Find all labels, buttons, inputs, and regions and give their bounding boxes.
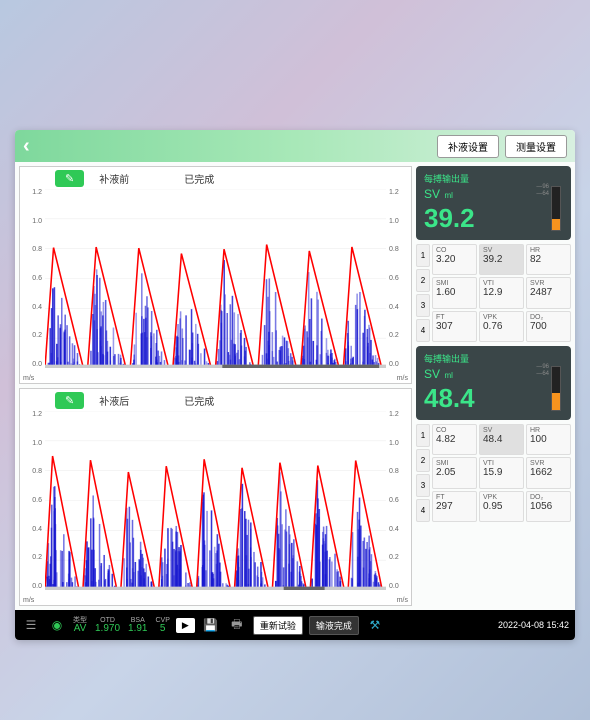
metrics-1: 1234 CO4.82SV48.4HR100 SMI2.05VTI15.9SVR1… bbox=[416, 424, 571, 522]
save-icon[interactable]: 💾 bbox=[201, 615, 221, 635]
fluid-settings-button[interactable]: 补液设置 bbox=[437, 135, 499, 158]
sv-unit: ml bbox=[444, 191, 452, 200]
timestamp: 2022-04-08 15:42 bbox=[498, 620, 569, 630]
metric-DO₂[interactable]: DO₂700 bbox=[526, 311, 571, 342]
chart-panel-1: ✎ 补液后 已完成 1.21.00.80.60.40.20.0 1.21.00.… bbox=[19, 388, 412, 606]
sv-value: 48.4 bbox=[424, 383, 563, 414]
metric-SMI[interactable]: SMI2.05 bbox=[432, 457, 477, 488]
metric-page-1[interactable]: 1 bbox=[416, 244, 430, 267]
metrics-column: 每搏输出量 SV ml 39.2 —96—64 1234 CO3.20SV39.… bbox=[416, 166, 571, 606]
content: ✎ 补液前 已完成 1.21.00.80.60.40.20.0 1.21.00.… bbox=[15, 162, 575, 610]
metric-VTI[interactable]: VTI12.9 bbox=[479, 277, 524, 308]
play-button[interactable]: ▶ bbox=[176, 618, 195, 633]
metric-SV[interactable]: SV39.2 bbox=[479, 244, 524, 275]
metric-CO[interactable]: CO4.82 bbox=[432, 424, 477, 455]
y-axis-left: 1.21.00.80.60.40.20.0 bbox=[22, 411, 42, 590]
metric-page-3[interactable]: 3 bbox=[416, 474, 430, 497]
metric-page-4[interactable]: 4 bbox=[416, 499, 430, 522]
signal-icon[interactable]: ◉ bbox=[47, 615, 67, 635]
charts-column: ✎ 补液前 已完成 1.21.00.80.60.40.20.0 1.21.00.… bbox=[19, 166, 412, 606]
sv-marks: —96—64 bbox=[536, 364, 549, 378]
retry-button[interactable]: 重新试验 bbox=[253, 616, 303, 635]
metric-SV[interactable]: SV48.4 bbox=[479, 424, 524, 455]
metrics-0: 1234 CO3.20SV39.2HR82 SMI1.60VTI12.9SVR24… bbox=[416, 244, 571, 342]
footer: ☰ ◉ 类型AV OTD1.970 BSA1.91 CVP5 ▶ 💾 🖶 重新试验 输… bbox=[15, 610, 575, 640]
metric-CO[interactable]: CO3.20 bbox=[432, 244, 477, 275]
menu-icon[interactable]: ☰ bbox=[21, 615, 41, 635]
mic-button[interactable]: ✎ bbox=[55, 170, 84, 187]
chart-phase-label: 补液前 bbox=[99, 171, 129, 186]
sv-unit: ml bbox=[444, 371, 452, 380]
chart-status-label: 已完成 bbox=[184, 393, 214, 408]
metric-VPK[interactable]: VPK0.76 bbox=[479, 311, 524, 342]
sv-value: 39.2 bbox=[424, 203, 563, 234]
sv-label: SV bbox=[424, 187, 440, 201]
footer-field-BSA[interactable]: BSA1.91 bbox=[128, 617, 147, 634]
metric-DO₂[interactable]: DO₂1056 bbox=[526, 491, 571, 522]
metric-page-2[interactable]: 2 bbox=[416, 449, 430, 472]
sv-label: SV bbox=[424, 367, 440, 381]
unit-left: m/s bbox=[23, 375, 34, 382]
sv-card-0: 每搏输出量 SV ml 39.2 —96—64 bbox=[416, 166, 571, 240]
print-icon[interactable]: 🖶 bbox=[227, 615, 247, 635]
metric-page-4[interactable]: 4 bbox=[416, 319, 430, 342]
metric-VPK[interactable]: VPK0.95 bbox=[479, 491, 524, 522]
metric-HR[interactable]: HR82 bbox=[526, 244, 571, 275]
header: ‹ 补液设置 测量设置 bbox=[15, 130, 575, 162]
footer-field-CVP[interactable]: CVP5 bbox=[156, 617, 170, 634]
chart-phase-label: 补液后 bbox=[99, 393, 129, 408]
complete-button[interactable]: 输液完成 bbox=[309, 616, 359, 635]
metric-FT[interactable]: FT297 bbox=[432, 491, 477, 522]
chart-status-label: 已完成 bbox=[184, 171, 214, 186]
sv-card-1: 每搏输出量 SV ml 48.4 —96—64 bbox=[416, 346, 571, 420]
sv-marks: —96—64 bbox=[536, 184, 549, 198]
y-axis-right: 1.21.00.80.60.40.20.0 bbox=[389, 189, 409, 368]
footer-field-类型[interactable]: 类型AV bbox=[73, 617, 87, 634]
back-button[interactable]: ‹ bbox=[23, 135, 30, 158]
footer-field-OTD[interactable]: OTD1.970 bbox=[95, 617, 120, 634]
sv-bar bbox=[551, 186, 561, 231]
metric-VTI[interactable]: VTI15.9 bbox=[479, 457, 524, 488]
metric-page-2[interactable]: 2 bbox=[416, 269, 430, 292]
metric-SVR[interactable]: SVR1662 bbox=[526, 457, 571, 488]
mic-button[interactable]: ✎ bbox=[55, 392, 84, 409]
metric-page-1[interactable]: 1 bbox=[416, 424, 430, 447]
measure-settings-button[interactable]: 测量设置 bbox=[505, 135, 567, 158]
y-axis-left: 1.21.00.80.60.40.20.0 bbox=[22, 189, 42, 368]
unit-right: m/s bbox=[397, 597, 408, 604]
tool-icon[interactable]: ⚒ bbox=[365, 615, 385, 635]
metric-SVR[interactable]: SVR2487 bbox=[526, 277, 571, 308]
metric-HR[interactable]: HR100 bbox=[526, 424, 571, 455]
chart-panel-0: ✎ 补液前 已完成 1.21.00.80.60.40.20.0 1.21.00.… bbox=[19, 166, 412, 384]
sv-bar bbox=[551, 366, 561, 411]
unit-left: m/s bbox=[23, 597, 34, 604]
unit-right: m/s bbox=[397, 375, 408, 382]
metric-page-3[interactable]: 3 bbox=[416, 294, 430, 317]
y-axis-right: 1.21.00.80.60.40.20.0 bbox=[389, 411, 409, 590]
metric-FT[interactable]: FT307 bbox=[432, 311, 477, 342]
metric-SMI[interactable]: SMI1.60 bbox=[432, 277, 477, 308]
